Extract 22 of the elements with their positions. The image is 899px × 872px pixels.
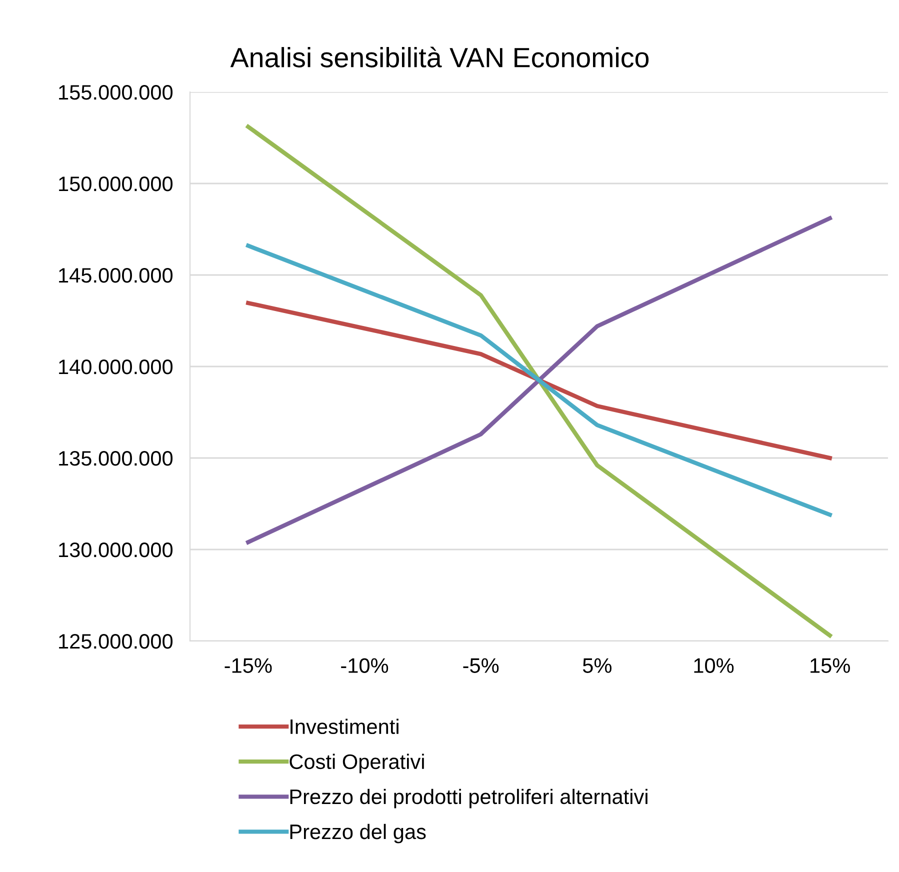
legend-label: Investimenti (290, 718, 398, 734)
x-tick-label: -10% (341, 658, 388, 673)
legend-label: Prezzo dei prodotti petroliferi alternativi (290, 788, 648, 808)
x-tick-label: 5% (582, 658, 612, 673)
x-tick-label: 15% (810, 658, 850, 673)
chart-title: Analisi sensibilità VAN Economico (230, 46, 649, 68)
y-tick-label: 155.000.000 (59, 85, 173, 100)
x-tick-label: -15% (224, 658, 272, 673)
line-series (246, 124, 832, 638)
legend-label: Costi Operativi (290, 754, 424, 774)
line-series (246, 300, 832, 460)
y-tick-label: 140.000.000 (59, 360, 173, 374)
x-tick-label: -5% (463, 658, 499, 673)
y-tick-label: 150.000.000 (59, 176, 173, 192)
legend-label: Prezzo del gas (290, 824, 426, 844)
line-series (246, 216, 832, 544)
x-tick-label: 10% (694, 658, 734, 673)
y-tick-label: 145.000.000 (59, 268, 173, 283)
line-series (246, 244, 832, 517)
y-tick-label: 130.000.000 (59, 542, 173, 558)
y-tick-label: 135.000.000 (59, 451, 173, 466)
y-tick-label: 125.000.000 (59, 634, 173, 649)
